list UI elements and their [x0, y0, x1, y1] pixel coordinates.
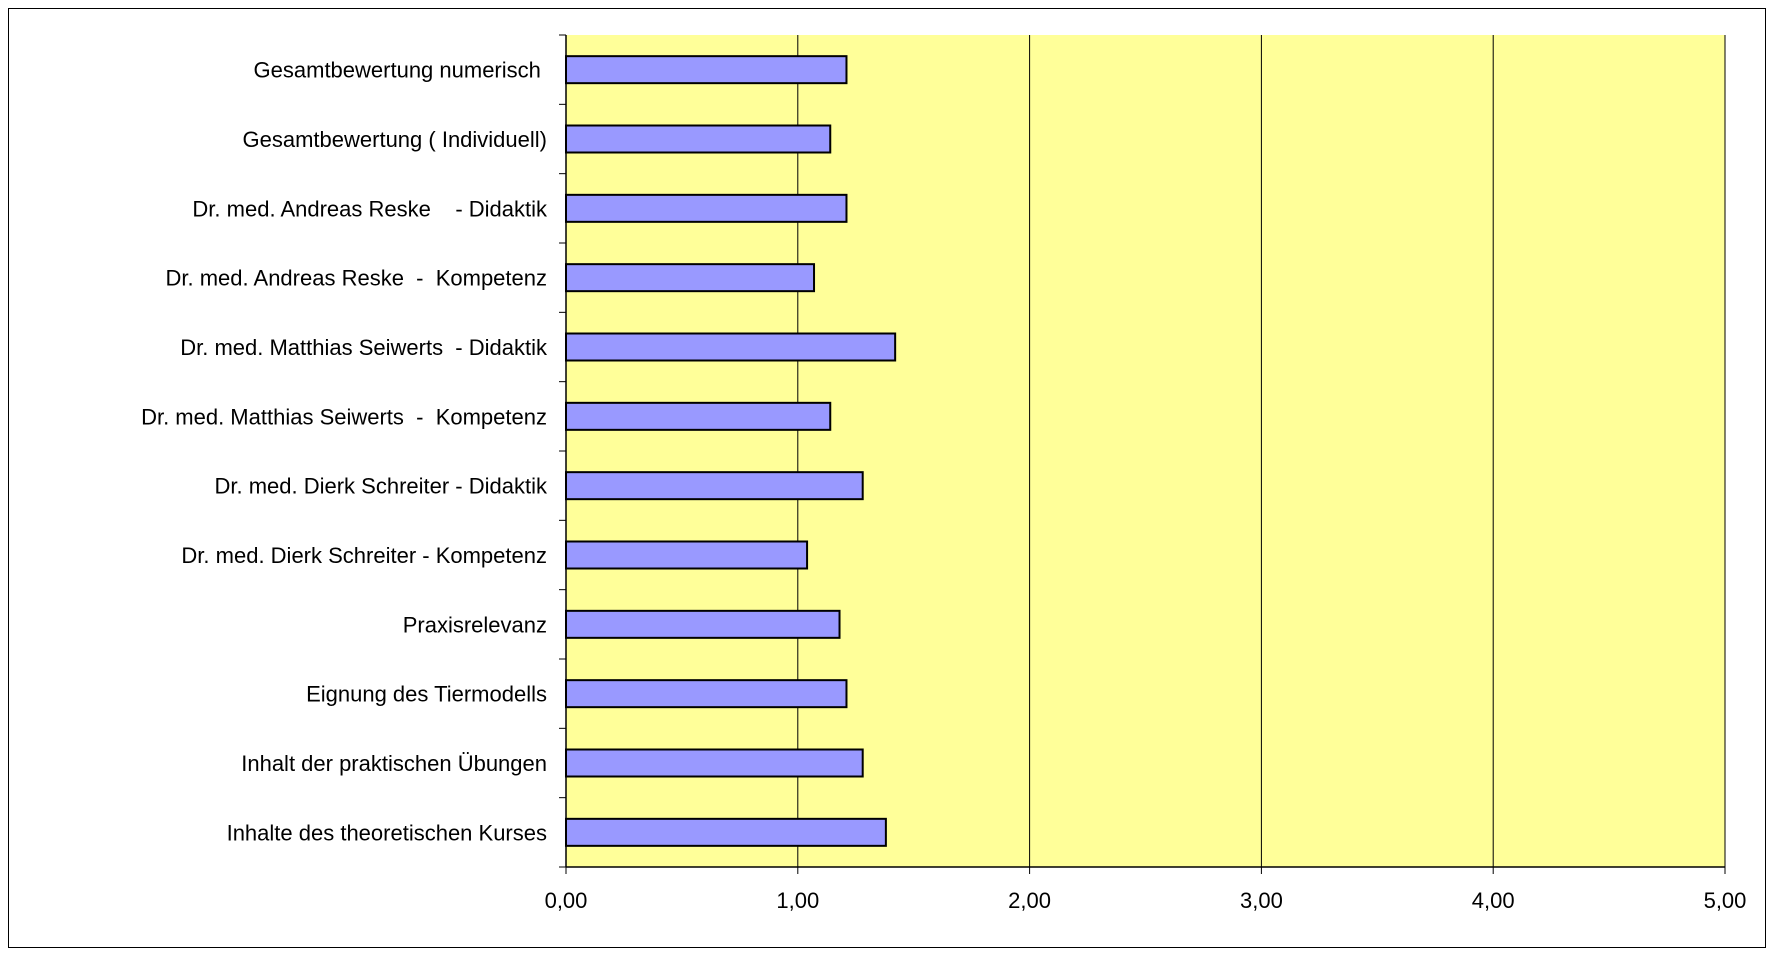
bar — [565, 748, 864, 778]
category-label: Gesamtbewertung numerisch — [254, 58, 547, 83]
bar — [565, 540, 809, 570]
tick-labels: 0,00 1,00 2,00 3,00 4,00 5,00 — [545, 888, 1747, 913]
x-tick-label: 0,00 — [545, 888, 588, 913]
category-label: Inhalt der praktischen Übungen — [241, 751, 547, 776]
bar — [565, 193, 848, 223]
category-label: Dr. med. Matthias Seiwerts - Kompetenz — [141, 404, 547, 429]
x-tick-label: 3,00 — [1240, 888, 1283, 913]
x-tick-label: 4,00 — [1472, 888, 1515, 913]
category-label: Dr. med. Andreas Reske - Didaktik — [192, 196, 548, 221]
bar — [565, 817, 887, 847]
category-label: Inhalte des theoretischen Kurses — [227, 820, 547, 845]
bar — [565, 124, 832, 154]
x-tick-label: 1,00 — [776, 888, 819, 913]
category-label: Dr. med. Andreas Reske - Kompetenz — [165, 266, 547, 291]
category-label: Eignung des Tiermodells — [306, 682, 547, 707]
category-labels: Gesamtbewertung numerisch Gesamtbewertun… — [141, 58, 548, 846]
bar — [565, 401, 832, 431]
bar — [565, 679, 848, 709]
axes — [559, 34, 1726, 874]
x-tick-label: 2,00 — [1008, 888, 1051, 913]
category-label: Dr. med. Dierk Schreiter - Kompetenz — [181, 543, 547, 568]
bar — [565, 332, 897, 362]
category-label: Dr. med. Matthias Seiwerts - Didaktik — [180, 335, 548, 360]
plot-area — [566, 35, 1725, 867]
bar — [565, 55, 848, 85]
bar — [565, 263, 816, 293]
grid-lines — [797, 35, 1726, 867]
category-label: Dr. med. Dierk Schreiter - Didaktik — [214, 474, 548, 499]
bar — [565, 471, 864, 501]
category-label: Gesamtbewertung ( Individuell) — [243, 127, 547, 152]
category-label: Praxisrelevanz — [403, 612, 547, 637]
x-tick-label: 5,00 — [1704, 888, 1747, 913]
bar — [565, 609, 841, 639]
